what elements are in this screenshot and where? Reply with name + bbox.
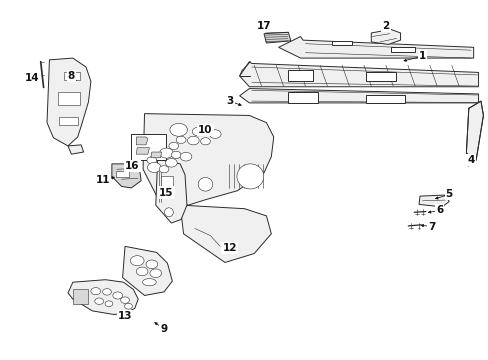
Circle shape (105, 301, 113, 307)
Polygon shape (366, 72, 395, 81)
Polygon shape (68, 145, 83, 154)
Circle shape (169, 123, 187, 136)
Polygon shape (370, 30, 400, 44)
Text: 13: 13 (118, 311, 132, 321)
Polygon shape (288, 92, 317, 103)
Circle shape (200, 138, 210, 145)
Polygon shape (136, 137, 148, 145)
Circle shape (147, 157, 157, 164)
Polygon shape (112, 164, 141, 188)
Circle shape (192, 127, 203, 136)
Ellipse shape (142, 279, 156, 286)
Circle shape (124, 303, 132, 309)
Circle shape (147, 162, 161, 172)
Polygon shape (151, 152, 161, 158)
Polygon shape (68, 280, 138, 315)
Text: 17: 17 (256, 21, 271, 31)
Circle shape (209, 130, 221, 138)
Circle shape (150, 269, 161, 278)
Text: 11: 11 (96, 175, 110, 185)
Circle shape (159, 148, 173, 158)
Text: 2: 2 (382, 21, 389, 31)
Text: 3: 3 (226, 96, 233, 106)
Circle shape (159, 166, 168, 173)
Polygon shape (466, 101, 483, 160)
Polygon shape (418, 195, 448, 207)
Polygon shape (136, 148, 149, 154)
Text: 12: 12 (222, 243, 237, 253)
Text: 16: 16 (125, 161, 139, 171)
Circle shape (187, 136, 199, 145)
Text: 6: 6 (435, 206, 442, 216)
Circle shape (121, 297, 129, 303)
Bar (116, 171, 129, 177)
Polygon shape (264, 32, 290, 43)
Bar (160, 176, 172, 198)
Ellipse shape (237, 164, 263, 189)
Polygon shape (239, 89, 478, 103)
Bar (131, 134, 166, 160)
Circle shape (171, 151, 181, 158)
Polygon shape (390, 47, 414, 51)
Polygon shape (180, 205, 271, 262)
Circle shape (146, 260, 158, 269)
Bar (64, 72, 80, 80)
Polygon shape (278, 37, 473, 58)
Text: 14: 14 (25, 73, 40, 83)
Polygon shape (143, 114, 273, 205)
Polygon shape (288, 69, 312, 81)
Circle shape (102, 289, 111, 295)
Polygon shape (156, 159, 186, 223)
Polygon shape (366, 95, 405, 103)
Circle shape (180, 152, 191, 161)
Bar (58, 92, 80, 105)
Circle shape (168, 142, 178, 149)
Ellipse shape (198, 177, 212, 191)
Circle shape (176, 136, 185, 143)
Text: 7: 7 (427, 222, 435, 231)
Text: 10: 10 (198, 125, 212, 135)
Text: 8: 8 (68, 71, 75, 81)
Circle shape (130, 256, 144, 266)
Circle shape (136, 267, 148, 276)
Circle shape (91, 288, 101, 295)
Circle shape (165, 158, 177, 167)
Text: 15: 15 (159, 188, 173, 198)
Text: 1: 1 (418, 51, 425, 61)
Polygon shape (239, 62, 478, 87)
Text: 5: 5 (445, 189, 452, 199)
Polygon shape (47, 58, 91, 146)
Text: 9: 9 (160, 324, 167, 334)
Ellipse shape (164, 208, 173, 217)
Circle shape (113, 292, 122, 299)
Bar (59, 117, 78, 126)
Polygon shape (331, 41, 351, 45)
Polygon shape (122, 246, 172, 296)
Text: 4: 4 (467, 155, 474, 165)
Bar (73, 289, 88, 304)
Circle shape (95, 298, 103, 305)
